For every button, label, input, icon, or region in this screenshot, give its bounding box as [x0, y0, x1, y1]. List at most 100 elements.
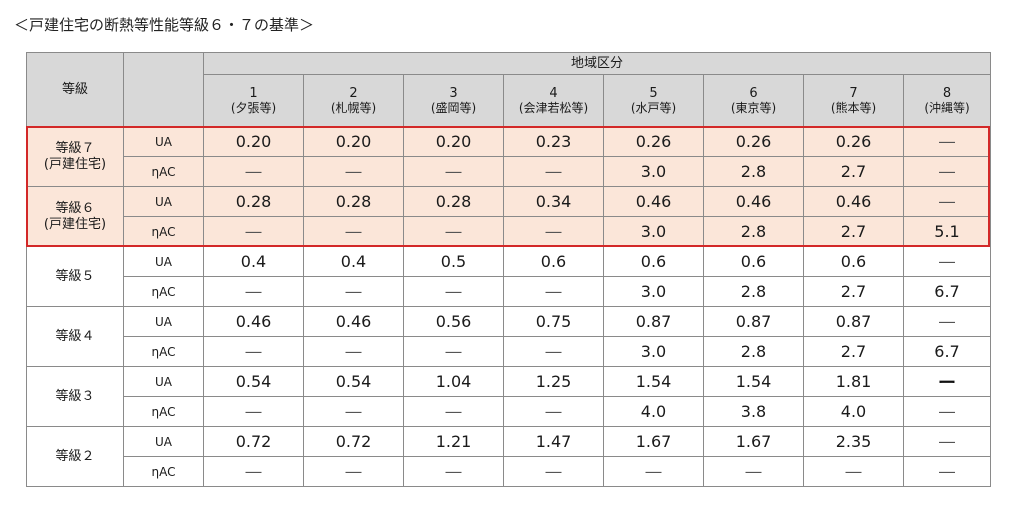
grade-cell: 等級７ (戸建住宅)	[26, 126, 124, 187]
grade-label: 等級４	[55, 328, 95, 344]
region-header-6: 6 (東京等)	[703, 74, 804, 127]
value-cell: 0.28	[303, 186, 404, 217]
table-row: ηAC ― ― ― ― 3.0 2.8 2.7 6.7	[27, 336, 991, 367]
value-cell: 0.6	[603, 246, 704, 277]
value-cell: 0.87	[803, 306, 904, 337]
value-cell: ―	[303, 276, 404, 307]
table-row: ηAC ― ― ― ― 3.0 2.8 2.7 6.7	[27, 276, 991, 307]
value-cell: ―	[303, 336, 404, 367]
value-cell: 2.8	[703, 156, 804, 187]
value-cell: 0.46	[703, 186, 804, 217]
value-cell: 5.1	[903, 216, 991, 247]
value-cell: 0.26	[603, 126, 704, 157]
metric-column-header	[123, 52, 204, 127]
metric-label: ηAC	[123, 396, 204, 427]
region-number: 3	[449, 85, 458, 101]
grade-cell: 等級３	[26, 366, 124, 427]
value-cell: 0.6	[703, 246, 804, 277]
table-row: 等級６ (戸建住宅) UA 0.28 0.28 0.28 0.34 0.46 0.46 0.46 ―	[26, 186, 991, 247]
grade-sublabel: (戸建住宅)	[43, 216, 107, 232]
region-header-1: 1 (夕張等)	[203, 74, 304, 127]
metric-label: UA	[123, 366, 204, 397]
metric-label: UA	[123, 186, 204, 217]
value-cell: ―	[503, 336, 604, 367]
value-cell: ―	[403, 396, 504, 427]
value-cell: ―	[203, 156, 304, 187]
value-cell: 2.7	[803, 156, 904, 187]
region-name: (東京等)	[730, 100, 777, 115]
metric-label: ηAC	[123, 276, 204, 307]
value-cell: 0.28	[203, 186, 304, 217]
region-name: (札幌等)	[330, 100, 377, 115]
value-cell: ―	[903, 426, 991, 457]
value-cell: ―	[403, 336, 504, 367]
value-cell: ―	[503, 396, 604, 427]
region-name: (熊本等)	[830, 100, 877, 115]
metric-label: ηAC	[123, 336, 204, 367]
value-cell: 1.54	[703, 366, 804, 397]
value-cell: 0.20	[203, 126, 304, 157]
value-cell: ―	[503, 276, 604, 307]
value-cell: 0.75	[503, 306, 604, 337]
grade-cell: 等級５	[26, 246, 124, 307]
metric-label: UA	[123, 306, 204, 337]
value-cell: 1.25	[503, 366, 604, 397]
region-header-8: 8 (沖縄等)	[903, 74, 991, 127]
region-header-7: 7 (熊本等)	[803, 74, 904, 127]
grade-label: 等級２	[55, 448, 95, 464]
value-cell: 2.8	[703, 276, 804, 307]
region-number: 8	[942, 85, 952, 101]
insulation-grade-table: 等級 地域区分 1 (夕張等) 2 (札幌等) 3 (盛岡等) 4 (会津若松等) 5 (水戸等)…	[26, 52, 991, 487]
value-cell: 0.72	[303, 426, 404, 457]
value-cell: ―	[903, 156, 991, 187]
value-cell: 1.47	[503, 426, 604, 457]
region-name: (沖縄等)	[924, 100, 970, 115]
value-cell: 0.56	[403, 306, 504, 337]
grade-cell: 等級６ (戸建住宅)	[26, 186, 124, 247]
value-cell: 3.0	[603, 336, 704, 367]
region-number: 4	[549, 85, 558, 101]
value-cell: 0.23	[503, 126, 604, 157]
value-cell: 3.0	[603, 156, 704, 187]
grade-label: 等級５	[55, 268, 95, 284]
value-cell: 0.46	[603, 186, 704, 217]
value-cell: ―	[403, 456, 504, 487]
value-cell: ―	[903, 186, 991, 217]
value-cell: 0.6	[803, 246, 904, 277]
grade-cell: 等級４	[26, 306, 124, 367]
value-cell: 3.0	[603, 276, 704, 307]
metric-label: ηAC	[123, 456, 204, 487]
value-cell: ―	[203, 216, 304, 247]
value-cell: 0.5	[403, 246, 504, 277]
table-row: 等級２ UA 0.72 0.72 1.21 1.47 1.67 1.67 2.35 ―	[26, 426, 991, 487]
region-number: 5	[649, 85, 658, 101]
value-cell: ―	[403, 216, 504, 247]
value-cell: 2.7	[803, 336, 904, 367]
metric-label: ηAC	[123, 156, 204, 187]
value-cell: 0.54	[303, 366, 404, 397]
region-number: 6	[749, 85, 758, 101]
region-number: 1	[249, 85, 258, 101]
value-cell: ―	[503, 156, 604, 187]
table-row: ηAC ― ― ― ― 3.0 2.8 2.7 5.1	[27, 216, 991, 247]
value-cell: ―	[603, 456, 704, 487]
value-cell: 4.0	[803, 396, 904, 427]
grade-label: 等級７	[55, 140, 95, 156]
region-header-2: 2 (札幌等)	[303, 74, 404, 127]
value-cell: ―	[703, 456, 804, 487]
value-cell: ―	[903, 246, 991, 277]
value-cell: ―	[203, 456, 304, 487]
value-cell: ―	[203, 276, 304, 307]
value-cell: 3.8	[703, 396, 804, 427]
value-cell: ―	[403, 276, 504, 307]
value-cell: ―	[403, 156, 504, 187]
metric-label: UA	[123, 246, 204, 277]
value-cell: 0.46	[803, 186, 904, 217]
value-cell: ―	[303, 456, 404, 487]
value-cell: 0.26	[703, 126, 804, 157]
value-cell: 0.28	[403, 186, 504, 217]
value-cell: 0.54	[203, 366, 304, 397]
value-cell: 3.0	[603, 216, 704, 247]
region-header-5: 5 (水戸等)	[603, 74, 704, 127]
value-cell: 0.20	[403, 126, 504, 157]
